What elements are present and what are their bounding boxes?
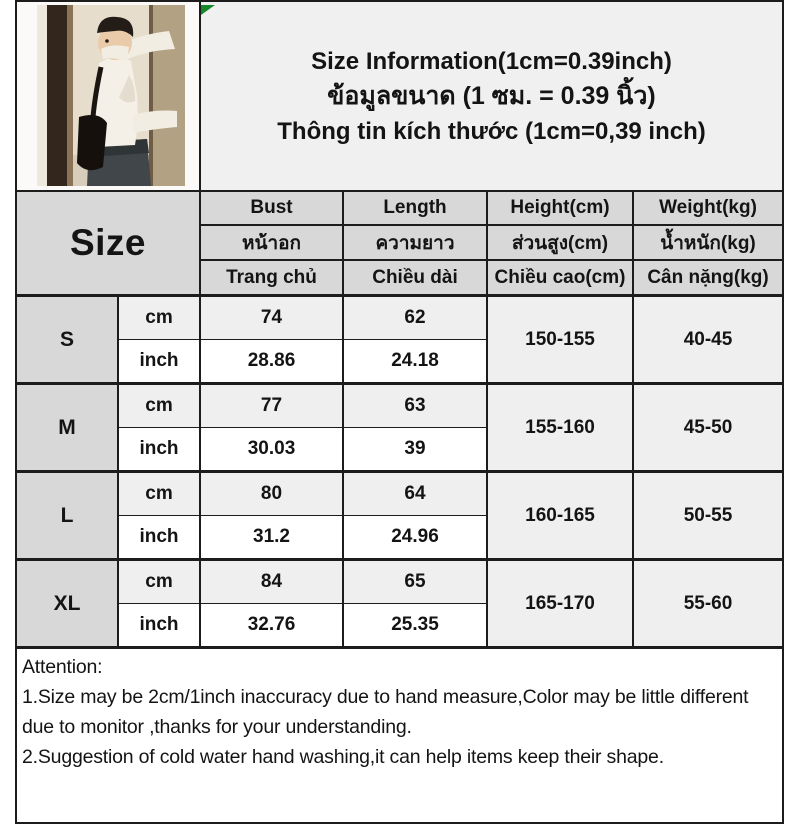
weight-l: 50-55 bbox=[631, 470, 785, 561]
bust-inch-m: 30.03 bbox=[199, 427, 344, 473]
unit-cm: cm bbox=[117, 294, 201, 340]
col-height-vi: Chiều cao(cm) bbox=[486, 259, 634, 297]
bust-inch-s: 28.86 bbox=[199, 339, 344, 385]
length-inch-xl: 25.35 bbox=[342, 603, 488, 649]
size-label-l: L bbox=[15, 470, 119, 561]
table-row-m-cm: M cm 77 63 155-160 45-50 bbox=[15, 382, 785, 473]
unit-inch: inch bbox=[117, 339, 201, 385]
col-length-vi: Chiều dài bbox=[342, 259, 488, 297]
attention-item-1: 1.Size may be 2cm/1inch inaccuracy due t… bbox=[22, 686, 749, 738]
size-label-m: M bbox=[15, 382, 119, 473]
title-thai: ข้อมูลขนาด (1 ซม. = 0.39 นิ้ว) bbox=[327, 81, 656, 110]
table-row-xl-inch: inch 32.76 25.35 bbox=[16, 603, 783, 649]
unit-cm: cm bbox=[117, 382, 201, 428]
table-row-l-cm: L cm 80 64 160-165 50-55 bbox=[15, 470, 785, 561]
unit-inch: inch bbox=[117, 515, 201, 561]
height-xl: 165-170 bbox=[486, 558, 634, 649]
bust-inch-xl: 32.76 bbox=[199, 603, 344, 649]
height-m: 155-160 bbox=[486, 382, 634, 473]
col-height-th: ส่วนสูง(cm) bbox=[486, 224, 634, 261]
length-cm-m: 63 bbox=[342, 382, 488, 428]
length-cm-s: 62 bbox=[342, 294, 488, 340]
length-cm-l: 64 bbox=[342, 470, 488, 516]
bust-cm-l: 80 bbox=[199, 470, 344, 516]
height-s: 150-155 bbox=[486, 294, 634, 385]
size-label-s: S bbox=[15, 294, 119, 385]
attention-cell: Attention: 1.Size may be 2cm/1inch inacc… bbox=[14, 646, 785, 824]
title-cell: Size Information(1cm=0.39inch) ข้อมูลขนา… bbox=[198, 0, 785, 192]
product-photo-cell bbox=[15, 0, 201, 192]
title-vietnamese: Thông tin kích thước (1cm=0,39 inch) bbox=[277, 117, 706, 145]
col-bust-th: หน้าอก bbox=[199, 224, 344, 261]
table-row-xl-cm: XL cm 84 65 165-170 55-60 bbox=[15, 558, 785, 649]
col-bust-en: Bust bbox=[199, 190, 344, 226]
unit-inch: inch bbox=[117, 427, 201, 473]
bust-inch-l: 31.2 bbox=[199, 515, 344, 561]
unit-inch: inch bbox=[117, 603, 201, 649]
height-l: 160-165 bbox=[486, 470, 634, 561]
col-weight-vi: Cân nặng(kg) bbox=[631, 259, 785, 297]
size-label-xl: XL bbox=[15, 558, 119, 649]
top-section: Size Information(1cm=0.39inch) ข้อมูลขนา… bbox=[15, 0, 785, 192]
col-height-en: Height(cm) bbox=[486, 190, 634, 226]
bust-cm-xl: 84 bbox=[199, 558, 344, 604]
bust-cm-s: 74 bbox=[199, 294, 344, 340]
col-weight-th: น้ำหนัก(kg) bbox=[631, 224, 785, 261]
length-cm-xl: 65 bbox=[342, 558, 488, 604]
header-row-english: Size Bust Length Height(cm) Weight(kg) bbox=[15, 190, 785, 297]
weight-m: 45-50 bbox=[631, 382, 785, 473]
table-row-s-cm: S cm 74 62 150-155 40-45 bbox=[15, 294, 785, 385]
table-row-l-inch: inch 31.2 24.96 bbox=[16, 515, 783, 561]
col-length-th: ความยาว bbox=[342, 224, 488, 261]
model-photo bbox=[37, 5, 185, 186]
attention-title: Attention: bbox=[22, 656, 103, 678]
size-table: Size Information(1cm=0.39inch) ข้อมูลขนา… bbox=[14, 0, 785, 824]
length-inch-l: 24.96 bbox=[342, 515, 488, 561]
model-photo-illustration bbox=[37, 5, 185, 186]
weight-s: 40-45 bbox=[631, 294, 785, 385]
unit-cm: cm bbox=[117, 558, 201, 604]
length-inch-m: 39 bbox=[342, 427, 488, 473]
col-length-en: Length bbox=[342, 190, 488, 226]
col-bust-vi: Trang chủ bbox=[199, 259, 344, 297]
weight-xl: 55-60 bbox=[631, 558, 785, 649]
size-header: Size bbox=[15, 190, 201, 297]
bust-cm-m: 77 bbox=[199, 382, 344, 428]
table-row-m-inch: inch 30.03 39 bbox=[16, 427, 783, 473]
header-row-thai: หน้าอก ความยาว ส่วนสูง(cm) น้ำหนัก(kg) bbox=[16, 224, 785, 261]
title-english: Size Information(1cm=0.39inch) bbox=[311, 47, 672, 75]
unit-cm: cm bbox=[117, 470, 201, 516]
size-chart-sheet: Size Information(1cm=0.39inch) ข้อมูลขนา… bbox=[14, 0, 785, 824]
attention-section: Attention: 1.Size may be 2cm/1inch inacc… bbox=[14, 646, 785, 824]
length-inch-s: 24.18 bbox=[342, 339, 488, 385]
header-row-vietnamese: Trang chủ Chiều dài Chiều cao(cm) Cân nặ… bbox=[16, 259, 785, 297]
col-weight-en: Weight(kg) bbox=[631, 190, 785, 226]
attention-item-2: 2.Suggestion of cold water hand washing,… bbox=[22, 746, 664, 768]
green-corner-flag-icon bbox=[202, 3, 215, 20]
table-row-s-inch: inch 28.86 24.18 bbox=[16, 339, 783, 385]
